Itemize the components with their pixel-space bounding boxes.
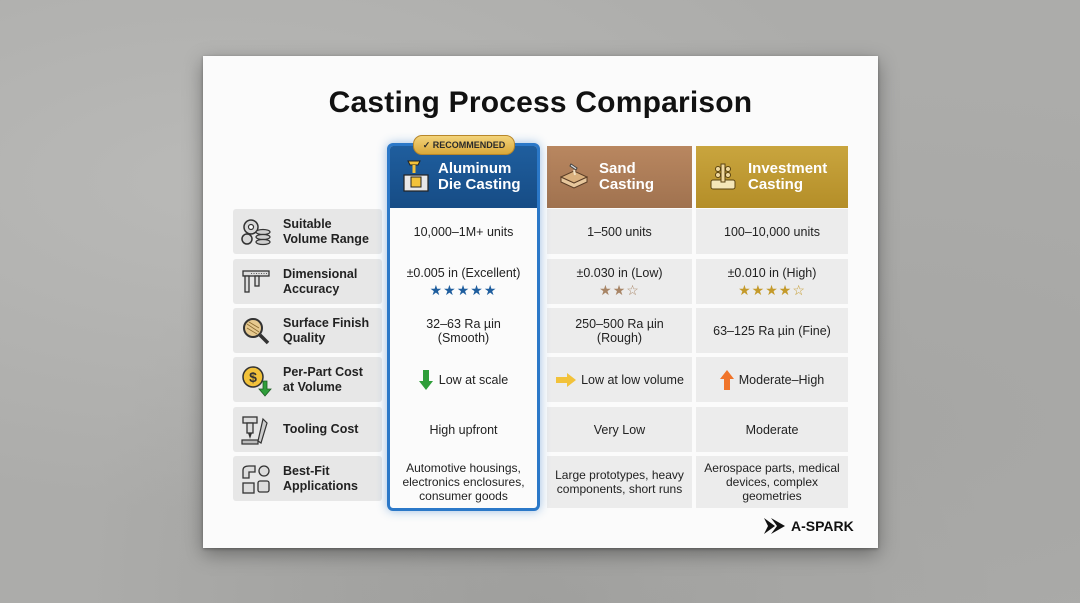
cell-text: Automotive housings, electronics enclosu… [402,461,525,503]
caliper-icon [242,269,270,293]
cell-text: Large prototypes, heavy components, shor… [555,468,684,496]
cell-aluminum-tooling: High upfront [390,407,537,452]
row-label-cost: $ Per-Part Cost at Volume [233,357,382,402]
row-label-tooling: Tooling Cost [233,407,382,452]
row-label-applications: Best-Fit Applications [233,456,382,501]
comparison-card: Casting Process Comparison Sand Casting … [203,56,878,548]
star-rating: ★★★★★ [429,282,498,298]
column-header-aluminum: Aluminum Die Casting [390,146,537,208]
cell-text: 100–10,000 units [724,224,820,239]
row-label-accuracy: Dimensional Accuracy [233,259,382,304]
cell-aluminum-accuracy: ±0.005 in (Excellent) ★★★★★ [390,259,537,304]
magnifier-icon [243,317,270,344]
cell-aluminum-cost: Low at scale [390,357,537,402]
die-casting-icon [403,160,429,192]
column-header-label: Aluminum Die Casting [438,160,521,193]
cell-text: Moderate–High [738,372,825,387]
cell-text: ±0.030 in (Low) [576,266,663,280]
cell-text: 32–63 Ra µin (Smooth) [426,316,501,345]
cell-text: 10,000–1M+ units [413,224,514,239]
page-title: Casting Process Comparison [328,86,753,119]
brand-name: A-SPARK [791,518,854,534]
brand-mark-icon [764,518,785,534]
cell-aluminum-applications: Automotive housings, electronics enclosu… [390,456,537,508]
arrow-down-icon [418,369,433,390]
star-rating: ★★☆ [599,282,640,298]
svg-text:$: $ [249,369,257,385]
brand-logo: A-SPARK [763,516,854,536]
row-label-text: Per-Part Cost at Volume [283,364,363,394]
recommended-column: Aluminum Die Casting [387,143,540,511]
cell-sand-tooling: Very Low [547,407,692,452]
row-label-text: Tooling Cost [283,422,359,436]
cell-investment-accuracy: ±0.010 in (High) ★★★★☆ [696,259,848,304]
cell-aluminum-volume: 10,000–1M+ units [390,209,537,254]
cell-text: 250–500 Ra µin (Rough) [575,316,664,345]
cell-investment-volume: 100–10,000 units [696,209,848,254]
cell-investment-cost: Moderate–High [696,357,848,402]
row-label-text: Surface Finish Quality [283,315,370,345]
row-label-surface: Surface Finish Quality [233,308,382,353]
cell-investment-surface: 63–125 Ra µin (Fine) [696,308,848,353]
cell-text: Low at scale [438,372,509,387]
row-label-volume: Suitable Volume Range [233,209,382,254]
gears-coins-icon [241,218,271,245]
cell-sand-surface: 250–500 Ra µin (Rough) [547,308,692,353]
dollar-down-icon: $ [242,365,272,397]
tooling-icon [241,415,268,445]
cell-text: ±0.010 in (High) [727,266,817,280]
cell-investment-applications: Aerospace parts, medical devices, comple… [696,456,848,508]
star-rating: ★★★★☆ [738,282,806,298]
row-label-text: Suitable Volume Range [283,216,369,246]
cell-text: Low at low volume [581,372,684,387]
cell-text: 1–500 units [587,224,652,239]
cell-sand-cost: Low at low volume [547,357,692,402]
arrow-right-icon [556,372,577,387]
column-header-label: Investment Casting [748,160,828,193]
cell-text: Aerospace parts, medical devices, comple… [704,461,840,503]
cell-sand-accuracy: ±0.030 in (Low) ★★☆ [547,259,692,304]
cell-text: Very Low [593,422,646,437]
parts-icon [242,464,270,494]
row-label-text: Dimensional Accuracy [283,266,358,296]
row-label-text: Best-Fit Applications [283,463,359,493]
recommended-badge: ✓ RECOMMENDED [413,135,515,155]
sand-mold-icon [559,163,589,189]
column-header-investment: Investment Casting [696,146,848,208]
cell-text: Moderate [745,422,799,437]
column-header-sand: Sand Casting [547,146,692,208]
investment-tree-icon [710,163,736,190]
cell-sand-volume: 1–500 units [547,209,692,254]
column-header-label: Sand Casting [599,160,655,193]
cell-text: High upfront [429,422,498,437]
cell-text: 63–125 Ra µin (Fine) [713,323,831,338]
cell-investment-tooling: Moderate [696,407,848,452]
cell-sand-applications: Large prototypes, heavy components, shor… [547,456,692,508]
arrow-up-icon [719,369,734,390]
cell-aluminum-surface: 32–63 Ra µin (Smooth) [390,308,537,353]
cell-text: ±0.005 in (Excellent) [406,266,521,280]
